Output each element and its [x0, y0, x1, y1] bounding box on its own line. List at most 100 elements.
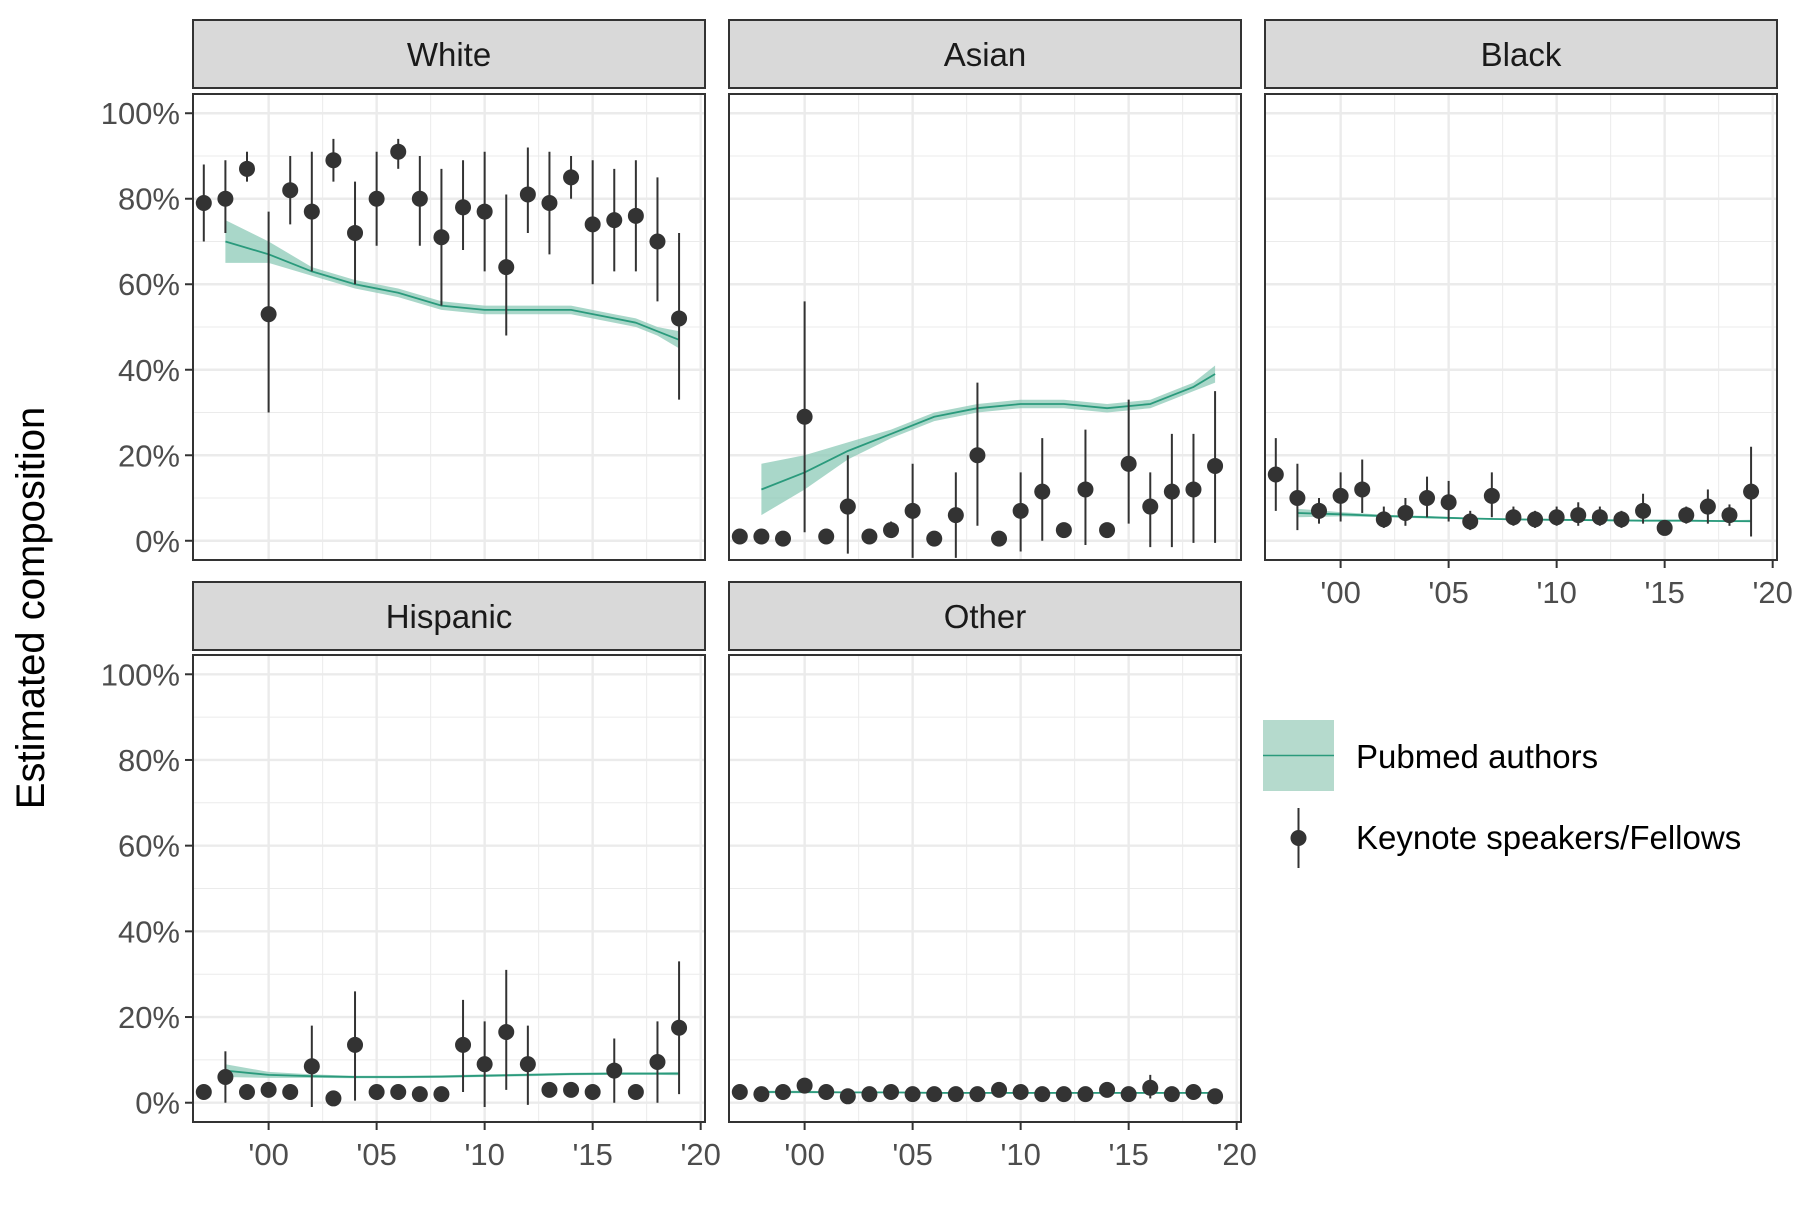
data-point-hispanic — [563, 1081, 580, 1098]
data-point-black — [1548, 509, 1565, 526]
data-point-hispanic — [411, 1086, 428, 1103]
data-point-other — [1012, 1084, 1029, 1101]
data-point-other — [1120, 1086, 1137, 1103]
data-point-black — [1483, 487, 1500, 504]
data-point-white — [519, 186, 536, 203]
data-point-white — [282, 182, 299, 199]
strip-label-white: White — [407, 36, 491, 73]
data-point-hispanic — [606, 1062, 623, 1079]
data-point-hispanic — [390, 1084, 407, 1101]
data-point-white — [671, 310, 688, 327]
data-point-other — [1099, 1081, 1116, 1098]
data-point-hispanic — [325, 1090, 342, 1107]
data-point-white — [627, 207, 644, 224]
data-point-other — [969, 1086, 986, 1103]
y-axis-title: Estimated composition — [9, 407, 53, 809]
data-point-black — [1527, 511, 1544, 528]
data-point-white — [584, 216, 601, 233]
data-point-black — [1699, 498, 1716, 515]
data-point-asian — [731, 528, 748, 545]
data-point-black — [1678, 507, 1695, 524]
data-point-black — [1397, 504, 1414, 521]
data-point-black — [1289, 490, 1306, 507]
data-point-white — [476, 203, 493, 220]
data-point-white — [433, 229, 450, 246]
data-point-black — [1267, 466, 1284, 483]
data-point-asian — [991, 530, 1008, 547]
data-point-white — [303, 203, 320, 220]
data-point-other — [1055, 1086, 1072, 1103]
x-tick-label: '15 — [1644, 575, 1684, 610]
data-point-hispanic — [455, 1036, 472, 1053]
data-point-white — [649, 233, 666, 250]
data-point-other — [818, 1084, 835, 1101]
data-point-white — [563, 169, 580, 186]
data-point-other — [1207, 1088, 1224, 1105]
strip-white — [192, 19, 706, 89]
data-point-black — [1591, 509, 1608, 526]
data-point-other — [947, 1086, 964, 1103]
x-tick-label: '15 — [1108, 1137, 1148, 1172]
data-point-other — [991, 1081, 1008, 1098]
x-tick-label: '20 — [1216, 1137, 1256, 1172]
data-point-other — [839, 1088, 856, 1105]
data-point-black — [1613, 511, 1630, 528]
data-point-asian — [1034, 483, 1051, 500]
panel-border-other — [728, 654, 1242, 1123]
panel-border-white — [192, 93, 706, 561]
data-point-asian — [883, 522, 900, 539]
x-tick-label: '15 — [572, 1137, 612, 1172]
panel-border-hispanic — [192, 654, 706, 1123]
data-point-other — [775, 1084, 792, 1101]
data-point-other — [753, 1086, 770, 1103]
data-point-hispanic — [627, 1084, 644, 1101]
data-point-white — [390, 143, 407, 160]
legend-key-point — [1290, 830, 1307, 846]
y-tick-label: 40% — [118, 914, 180, 949]
data-point-asian — [1185, 481, 1202, 498]
y-tick-label: 20% — [118, 438, 180, 473]
strip-other — [728, 581, 1242, 651]
data-point-hispanic — [498, 1024, 515, 1041]
panel-hispanic: Hispanic 100% 80% 60% 40% 20% 0% '00 '05 '10 '15 '2… — [101, 581, 721, 1172]
trend-line-asian — [761, 373, 1216, 491]
data-point-white — [455, 199, 472, 216]
x-tick-label: '10 — [1000, 1137, 1040, 1172]
legend: Pubmed authors Keynote speakers/Fellows — [1263, 720, 1741, 868]
data-point-other — [796, 1077, 813, 1094]
panel-border-asian — [728, 93, 1242, 561]
data-point-asian — [818, 528, 835, 545]
data-point-black — [1721, 507, 1738, 524]
data-point-black — [1635, 502, 1652, 519]
panel-other: Other '00 '05 '10 '15 '20 — [728, 581, 1257, 1172]
data-point-hispanic — [476, 1056, 493, 1073]
data-point-hispanic — [671, 1019, 688, 1036]
data-point-other — [731, 1084, 748, 1101]
panels-layer: White 100% 80% 60% 40% 20% 0% Asian Black '00 '05 '… — [101, 19, 1793, 1172]
data-point-hispanic — [584, 1084, 601, 1101]
y-tick-label: 0% — [135, 1086, 180, 1121]
data-point-hispanic — [282, 1084, 299, 1101]
data-point-hispanic — [260, 1081, 277, 1098]
y-tick-label: 60% — [118, 829, 180, 864]
strip-label-other: Other — [944, 598, 1027, 635]
x-tick-label: '00 — [248, 1137, 288, 1172]
data-point-hispanic — [217, 1069, 234, 1086]
data-point-asian — [796, 408, 813, 425]
x-tick-label: '05 — [356, 1137, 396, 1172]
y-tick-label: 60% — [118, 267, 180, 302]
data-point-black — [1743, 483, 1760, 500]
x-tick-label: '20 — [680, 1137, 720, 1172]
x-tick-label: '00 — [1320, 575, 1360, 610]
y-tick-label: 20% — [118, 1000, 180, 1035]
data-point-asian — [1207, 457, 1224, 474]
data-point-white — [325, 152, 342, 169]
data-point-asian — [1077, 481, 1094, 498]
data-point-black — [1440, 494, 1457, 511]
panel-black: Black '00 '05 '10 '15 '20 — [1264, 19, 1793, 610]
x-tick-label: '20 — [1752, 575, 1792, 610]
data-point-hispanic — [519, 1056, 536, 1073]
x-tick-label: '05 — [892, 1137, 932, 1172]
legend-label-keynote: Keynote speakers/Fellows — [1356, 819, 1741, 856]
